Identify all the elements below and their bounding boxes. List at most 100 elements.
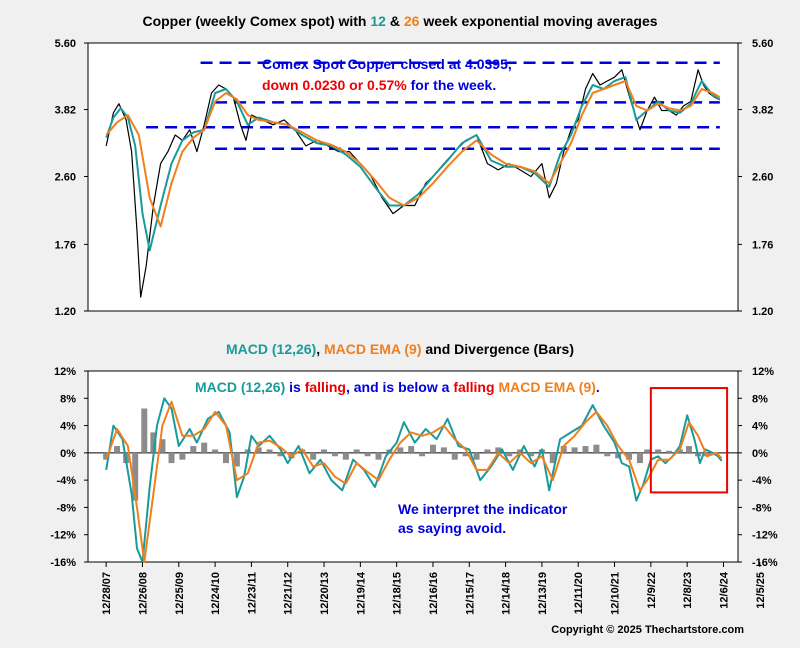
macd-highlight-box-group <box>649 387 729 494</box>
ema26-line <box>105 80 721 228</box>
macd-y-tick-label-left: 12% <box>54 366 76 378</box>
divergence-bar <box>593 444 600 453</box>
divergence-bar <box>141 408 148 453</box>
divergence-bar <box>212 449 219 453</box>
x-tick-label: 12/13/19 <box>537 572 549 615</box>
divergence-bar <box>364 452 371 457</box>
macd-y-tick-label-left: 4% <box>60 421 76 433</box>
divergence-bar <box>150 432 157 453</box>
divergence-bar <box>582 446 589 453</box>
divergence-bar <box>451 452 458 460</box>
macd-annotation-part: MACD EMA (9) <box>498 379 595 395</box>
price-annotation-line2: down 0.0230 or 0.57% for the week. <box>262 77 496 93</box>
divergence-bar <box>528 452 535 457</box>
x-tick-label: 12/6/24 <box>718 571 730 609</box>
divergence-bar <box>429 444 436 453</box>
macd-annotation-part: falling <box>305 379 346 395</box>
macd-annotation: MACD (12,26) is falling, and is below a … <box>195 379 600 395</box>
divergence-bar <box>685 446 692 453</box>
macd-y-tick-label-right: 12% <box>752 366 774 378</box>
divergence-bar <box>484 449 491 453</box>
macd-series-group <box>103 397 723 563</box>
macd-annotation-interpret: We interpret the indicator <box>398 501 568 517</box>
macd-y-tick-label-right: -12% <box>752 530 778 542</box>
divergence-bar <box>266 449 273 453</box>
macd-y-tick-label-right: -4% <box>752 475 772 487</box>
macd-title-divergence: and Divergence (Bars) <box>422 341 575 357</box>
title-part-1: Copper (weekly Comex spot) with <box>142 13 370 29</box>
price-y-tick-label-left: 1.76 <box>55 239 76 251</box>
x-tick-label: 12/19/14 <box>355 571 367 615</box>
macd-y-tick-label-right: 8% <box>752 393 768 405</box>
macd-annotation-part: is <box>289 379 305 395</box>
macd-y-tick-label-right: 0% <box>752 448 768 460</box>
title-part-ema26: 26 <box>404 13 420 29</box>
x-axis: 12/28/07 12/26/08 12/25/09 12/24/10 12/23/11… <box>101 562 767 615</box>
x-tick-label: 12/28/07 <box>101 572 113 615</box>
divergence-bar <box>549 452 556 464</box>
price-y-ticks: 5.60 5.60 3.82 3.82 2.60 2.60 1.76 1.76 1.20 1.20 <box>55 38 774 318</box>
price-annotation-suffix: for the week. <box>407 77 496 93</box>
price-panel-title: Copper (weekly Comex spot) with 12 & 26 … <box>142 13 657 29</box>
x-tick-label: 12/5/25 <box>755 572 767 609</box>
macd-annotation-part: falling <box>453 379 498 395</box>
macd-y-tick-label-left: 0% <box>60 448 76 460</box>
price-y-tick-label-right: 2.60 <box>752 171 773 183</box>
macd-highlight-box <box>649 387 729 494</box>
divergence-bar <box>644 449 651 453</box>
macd-panel-title: MACD (12,26), MACD EMA (9) and Divergenc… <box>226 341 574 357</box>
title-part-ema12: 12 <box>370 13 386 29</box>
macd-title-ema: MACD EMA (9) <box>324 341 421 357</box>
x-tick-label: 12/11/20 <box>573 572 585 614</box>
macd-y-tick-label-right: -8% <box>752 502 772 514</box>
divergence-bar <box>571 447 578 453</box>
macd-annotation-avoid: as saying avoid. <box>398 520 506 536</box>
x-tick-label: 12/9/22 <box>646 572 658 609</box>
title-part-3: week exponential moving averages <box>419 13 657 29</box>
macd-y-tick-label-left: 8% <box>60 393 76 405</box>
macd-y-tick-label-left: -16% <box>50 557 76 569</box>
divergence-bar <box>103 452 110 460</box>
macd-y-tick-label-left: -12% <box>50 530 76 542</box>
divergence-bar <box>331 452 338 457</box>
price-y-tick-label-right: 5.60 <box>752 38 773 50</box>
divergence-bar <box>222 452 229 464</box>
x-tick-label: 12/18/15 <box>392 572 404 615</box>
x-tick-label: 12/14/18 <box>501 572 513 615</box>
divergence-bar <box>495 447 502 453</box>
divergence-bar <box>179 452 186 460</box>
price-series-group <box>105 69 721 298</box>
divergence-bar <box>114 446 121 453</box>
x-tick-label: 12/8/23 <box>682 572 694 609</box>
x-tick-label: 12/26/08 <box>137 572 149 615</box>
x-tick-label: 12/25/09 <box>174 572 186 615</box>
divergence-bar <box>201 442 208 453</box>
price-y-tick-label-right: 1.76 <box>752 239 773 251</box>
macd-y-tick-label-right: 4% <box>752 421 768 433</box>
divergence-bar <box>666 450 673 453</box>
divergence-bar <box>255 447 262 453</box>
divergence-bar <box>419 452 426 457</box>
macd-annotation-part: , and is below a <box>346 379 453 395</box>
divergence-bar <box>676 449 683 453</box>
price-y-tick-label-left: 2.60 <box>55 171 76 183</box>
divergence-bar <box>636 452 643 464</box>
divergence-bar <box>353 449 360 453</box>
divergence-bar <box>310 452 317 460</box>
price-annotation-change: down 0.0230 or 0.57% <box>262 77 407 93</box>
divergence-bar <box>440 447 447 453</box>
macd-y-tick-label-left: -4% <box>56 475 76 487</box>
divergence-bar <box>506 452 513 457</box>
divergence-bar <box>159 439 166 453</box>
x-tick-label: 12/10/21 <box>610 572 622 615</box>
price-y-tick-label-left: 5.60 <box>55 38 76 50</box>
price-y-tick-label-left: 1.20 <box>55 306 76 318</box>
divergence-bar <box>408 446 415 453</box>
x-tick-label: 12/24/10 <box>210 572 222 615</box>
divergence-bar <box>560 446 567 453</box>
divergence-bar <box>626 452 633 460</box>
macd-y-tick-label-right: -16% <box>752 557 778 569</box>
x-tick-label: 12/20/13 <box>319 572 331 615</box>
title-part-2: & <box>386 13 404 29</box>
divergence-bar <box>277 452 284 457</box>
